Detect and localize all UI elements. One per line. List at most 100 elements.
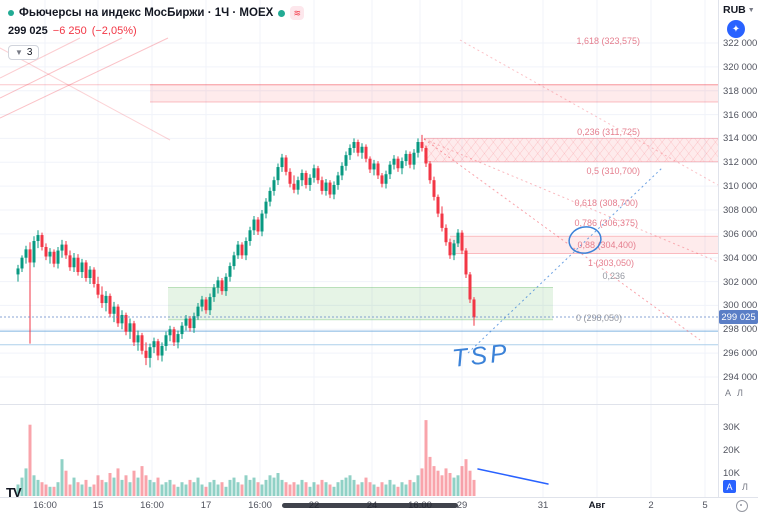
- currency-selector[interactable]: RUB ▼: [723, 4, 755, 16]
- volume-log-scale-button[interactable]: Л: [742, 481, 748, 492]
- candle-body: [444, 227, 448, 243]
- volume-bar: [72, 477, 76, 496]
- trend-line[interactable]: [0, 37, 169, 119]
- volume-bar: [228, 479, 232, 496]
- volume-auto-scale-button[interactable]: А: [723, 480, 736, 493]
- volume-bar: [28, 424, 32, 496]
- volume-bar: [340, 479, 344, 496]
- candle-body: [176, 334, 180, 343]
- volume-bar: [188, 479, 192, 496]
- volume-bar: [248, 479, 252, 496]
- candle-body: [252, 219, 256, 231]
- fib-level-label[interactable]: 0,236 (311,725): [577, 127, 640, 137]
- horizontal-scrollbar[interactable]: [282, 503, 458, 508]
- stream-icon[interactable]: ≋: [290, 6, 305, 20]
- pane-separator[interactable]: [0, 404, 758, 405]
- candle-body: [324, 182, 328, 191]
- fib-level-label[interactable]: 1,618 (323,575): [576, 36, 640, 46]
- fib-level-label[interactable]: 0,786 (306,375): [574, 218, 638, 228]
- volume-bar: [368, 482, 372, 496]
- symbol-title[interactable]: Фьючерсы на индекс МосБиржи · 1Ч · MOEX: [19, 7, 274, 19]
- trend-line[interactable]: [423, 138, 701, 341]
- volume-bar: [104, 482, 108, 496]
- volume-bar: [316, 484, 320, 496]
- fib-level-label[interactable]: 1 (303,050): [588, 258, 634, 268]
- demand-zone[interactable]: [168, 287, 553, 320]
- candle-body: [132, 323, 136, 343]
- indicators-collapse-button[interactable]: ▼ 3: [8, 45, 40, 60]
- clock-icon[interactable]: [736, 500, 748, 512]
- candle-body: [84, 262, 88, 278]
- candle-body: [316, 168, 320, 181]
- tradingview-logo[interactable]: TV: [6, 485, 22, 500]
- candle-body: [340, 165, 344, 176]
- volume-bar: [412, 482, 416, 496]
- volume-bar: [116, 468, 120, 496]
- volume-bar: [148, 479, 152, 496]
- ai-sparkle-button[interactable]: ✦: [727, 20, 745, 38]
- fib-level-label[interactable]: 0,236: [602, 271, 625, 281]
- volume-bar: [288, 484, 292, 496]
- candle-body: [72, 257, 76, 268]
- price-axis[interactable]: RUB ▼ ✦ 322 000 320 000 318 000 316 000 314 …: [719, 0, 758, 497]
- volume-bar: [432, 466, 436, 496]
- fib-level-label[interactable]: 0,5 (310,700): [586, 166, 640, 176]
- candle-body: [20, 257, 24, 269]
- volume-bar: [160, 484, 164, 496]
- candle-body: [240, 244, 244, 256]
- price-tick-label: 312 000: [723, 157, 758, 169]
- chart-canvas[interactable]: 1,618 (323,575) 0,236 (311,725) 0,5 (310,7…: [0, 0, 718, 497]
- chevron-down-icon: ▼: [747, 6, 755, 14]
- trend-line[interactable]: [459, 39, 718, 186]
- volume-bar: [328, 484, 332, 496]
- trend-line[interactable]: [0, 47, 171, 141]
- fib-level-label[interactable]: 0,618 (308,700): [574, 198, 638, 208]
- volume-bar: [356, 484, 360, 496]
- candle-body: [420, 142, 424, 148]
- supply-zone[interactable]: [450, 236, 718, 254]
- volume-bar: [272, 477, 276, 496]
- volume-bar: [232, 477, 236, 496]
- volume-bar: [296, 484, 300, 496]
- circle-annotation[interactable]: [567, 224, 604, 256]
- symbol-row[interactable]: Фьючерсы на индекс МосБиржи · 1Ч · MOEX …: [8, 5, 305, 21]
- volume-bar: [256, 482, 260, 496]
- candle-body: [424, 147, 428, 164]
- volume-bar: [348, 475, 352, 496]
- candle-body: [264, 201, 268, 214]
- candle-body: [156, 341, 160, 356]
- volume-trendline[interactable]: [477, 468, 549, 485]
- log-scale-button[interactable]: Л: [737, 388, 743, 398]
- volume-bar: [308, 486, 312, 496]
- trend-line[interactable]: [423, 138, 718, 263]
- candle-body: [288, 171, 292, 184]
- price-tick-label: 298 000: [723, 324, 758, 336]
- candle-body: [388, 164, 392, 175]
- indicators-count: 3: [26, 47, 33, 58]
- legend-last-price: 299 025: [8, 25, 48, 37]
- volume-bar: [16, 484, 20, 496]
- candle-body: [36, 235, 40, 242]
- volume-bar: [48, 486, 52, 496]
- fib-level-label[interactable]: 0,88 (304,400): [577, 240, 636, 250]
- auto-scale-button[interactable]: А: [725, 388, 732, 398]
- volume-bar: [88, 486, 92, 496]
- fib-level-label[interactable]: 0 (298,050): [576, 313, 622, 323]
- supply-zone[interactable]: [150, 84, 718, 103]
- candle-body: [224, 276, 228, 292]
- candle-body: [248, 230, 252, 242]
- candle-body: [296, 180, 300, 190]
- volume-bar: [464, 459, 468, 496]
- candle-body: [312, 168, 316, 178]
- candle-body: [52, 251, 56, 264]
- candle-body: [300, 173, 304, 181]
- candle-body: [128, 323, 132, 332]
- trend-line[interactable]: [0, 37, 123, 99]
- volume-bar: [240, 484, 244, 496]
- candle-body: [432, 180, 436, 197]
- trend-line[interactable]: [0, 37, 81, 79]
- volume-bar: [68, 484, 72, 496]
- time-tick-label: 5: [702, 500, 708, 511]
- volume-bar: [352, 479, 356, 496]
